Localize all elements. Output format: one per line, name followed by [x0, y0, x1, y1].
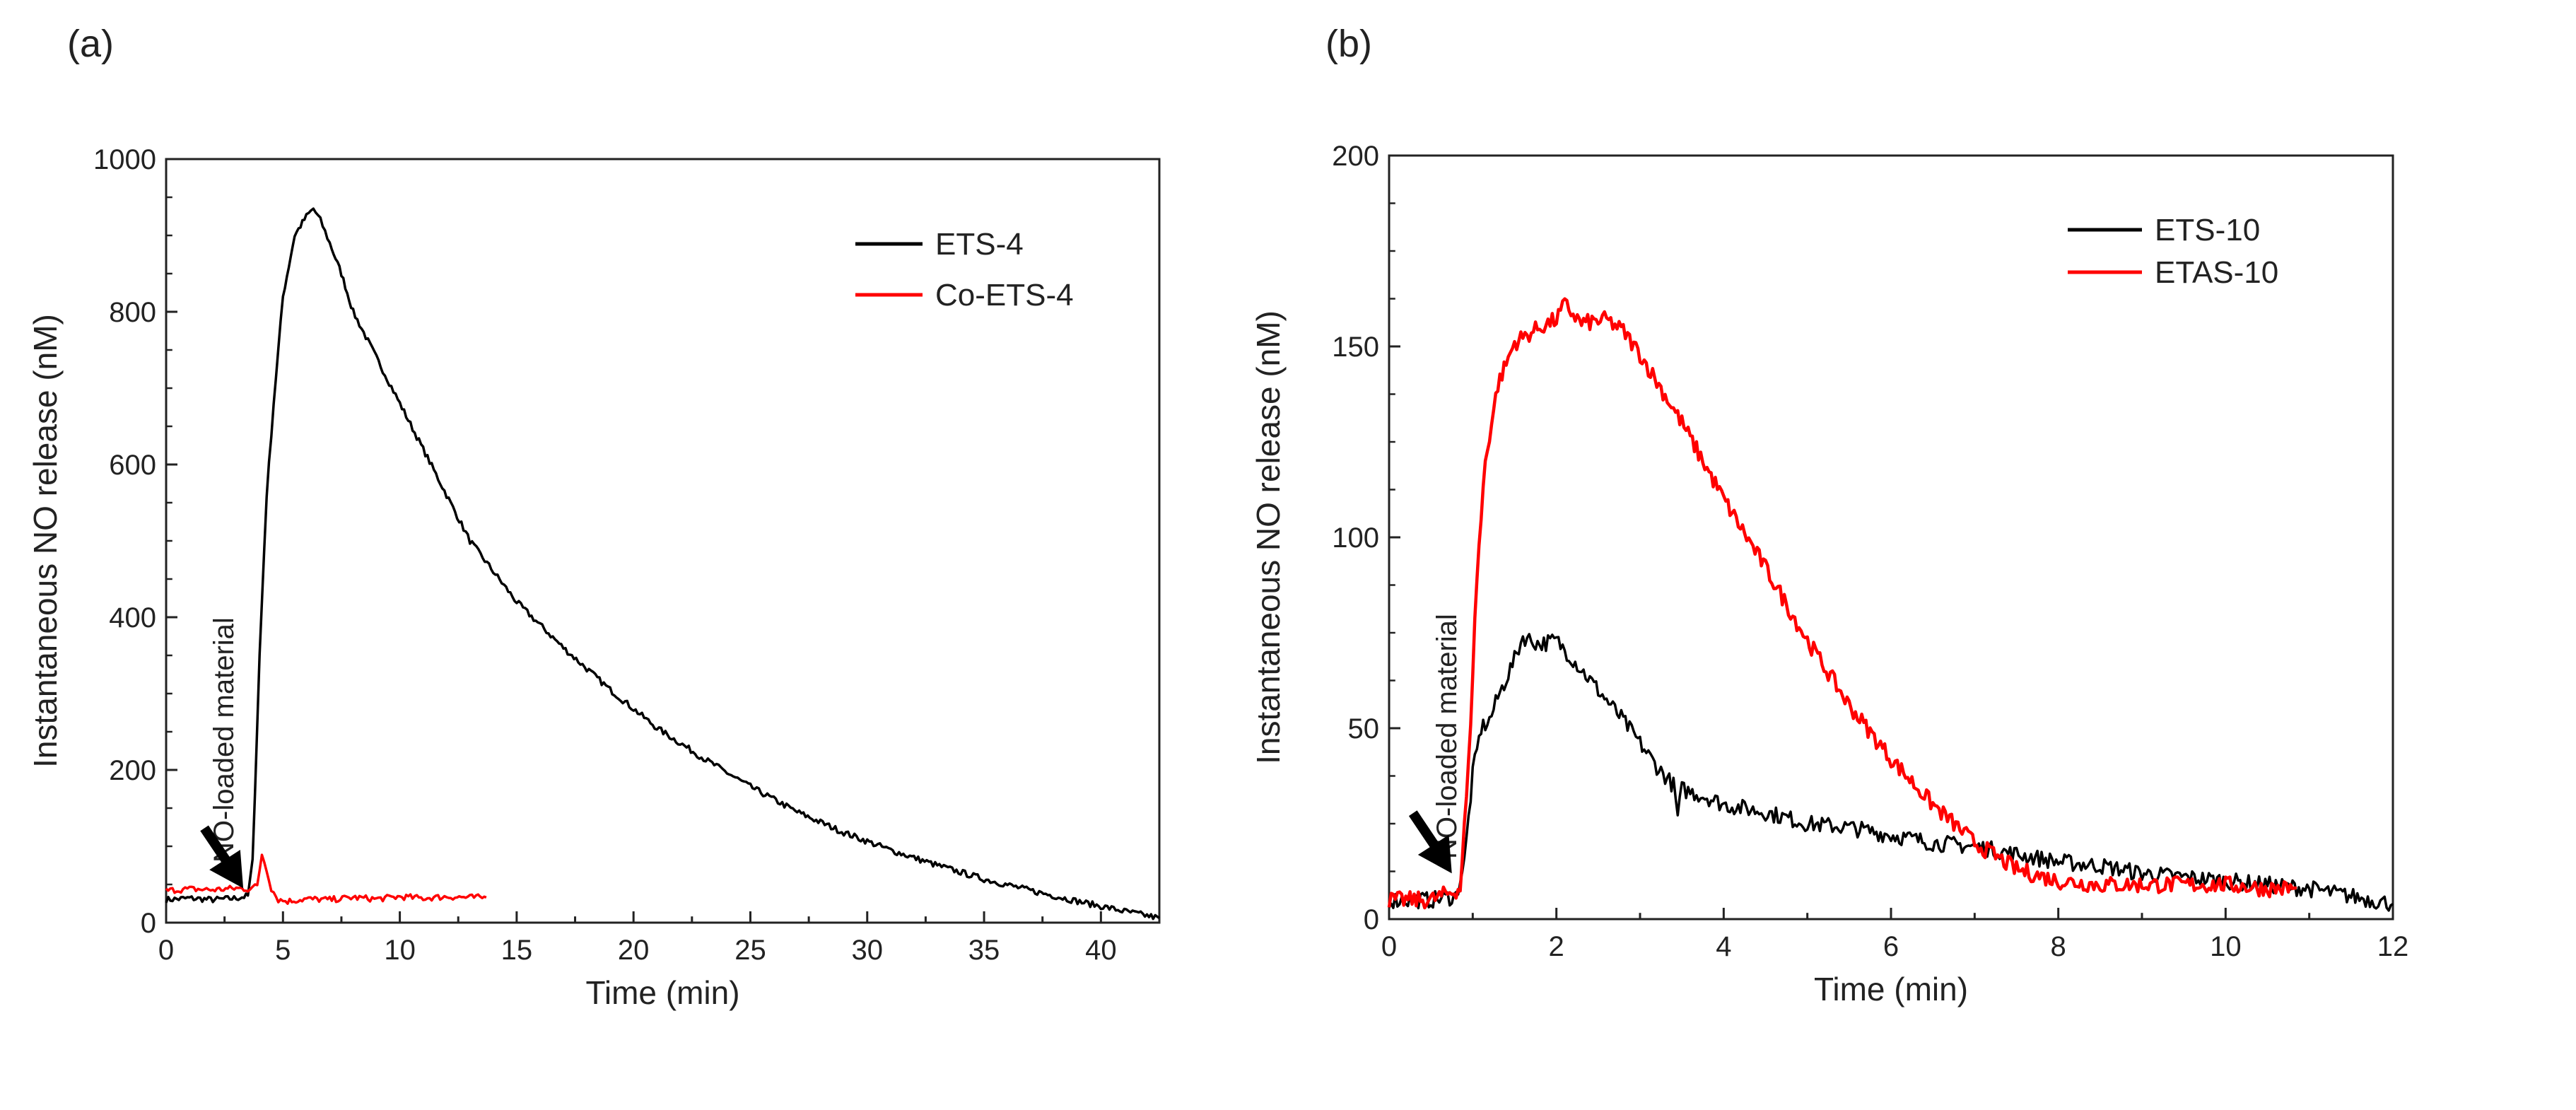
- series-line-ets-10: [1388, 633, 2394, 912]
- chart-panel-a: (a) 0 5 10 15 20 25 30 35 4002004006008001000Tim…: [27, 23, 1161, 1011]
- legend-label-co-ets-4: Co-ETS-4: [935, 278, 1074, 312]
- x-tick-label: 35: [968, 935, 1000, 966]
- y-tick-label: 600: [109, 450, 156, 481]
- panel-label-a: (a): [67, 23, 114, 65]
- x-tick-label: 12: [2377, 931, 2409, 962]
- annotation-arrow-head: [1417, 834, 1452, 874]
- y-axis-title: Instantaneous NO release (nM): [27, 314, 64, 768]
- chart-panel-b: (b) 0 2 4 6 8 10 12 0 50 100 150 200 Time (min) Insta…: [1250, 23, 2408, 1007]
- x-tick-label: 8: [2051, 931, 2066, 962]
- y-tick-label: 50: [1348, 713, 1380, 744]
- y-tick-label: 1000: [93, 144, 156, 175]
- panel-label-b: (b): [1325, 23, 1372, 65]
- y-tick-label: 200: [1332, 141, 1379, 172]
- x-tick-label: 10: [384, 935, 416, 966]
- x-axis-title: Time (min): [1814, 971, 1968, 1007]
- legend-label-ets-4: ETS-4: [935, 227, 1024, 262]
- x-tick-label: 0: [158, 935, 174, 966]
- x-tick-label: 30: [852, 935, 884, 966]
- annotation-text: NO-loaded material: [209, 617, 240, 863]
- plot-frame-a: [165, 158, 1161, 924]
- legend-label-ets-10: ETS-10: [2155, 213, 2260, 247]
- x-tick-label: 2: [1549, 931, 1564, 962]
- x-tick-label: 4: [1716, 931, 1731, 962]
- x-tick-label: 20: [618, 935, 650, 966]
- x-tick-label: 0: [1381, 931, 1397, 962]
- y-tick-label: 0: [141, 908, 156, 939]
- y-tick-label: 0: [1364, 904, 1379, 935]
- x-tick-label: 10: [2210, 931, 2242, 962]
- y-tick-label: 100: [1332, 522, 1379, 554]
- y-tick-label: 200: [109, 755, 156, 786]
- series-line-ets-4: [165, 207, 1160, 921]
- x-tick-label: 25: [734, 935, 766, 966]
- series-line-co-ets-4: [165, 853, 487, 905]
- x-tick-label: 5: [275, 935, 291, 966]
- series-line-etas-10: [1387, 297, 2297, 910]
- x-tick-label: 15: [501, 935, 533, 966]
- x-tick-label: 6: [1883, 931, 1899, 962]
- y-tick-label: 800: [109, 297, 156, 328]
- y-axis-title: Instantaneous NO release (nM): [1250, 310, 1287, 764]
- legend-label-etas-10: ETAS-10: [2155, 255, 2278, 290]
- annotation-text: NO-loaded material: [1432, 614, 1463, 859]
- x-tick-label: 40: [1085, 935, 1117, 966]
- x-axis-title: Time (min): [585, 974, 739, 1011]
- annotation-arrow-head: [209, 849, 244, 889]
- y-tick-label: 400: [109, 602, 156, 633]
- y-tick-label: 150: [1332, 332, 1379, 363]
